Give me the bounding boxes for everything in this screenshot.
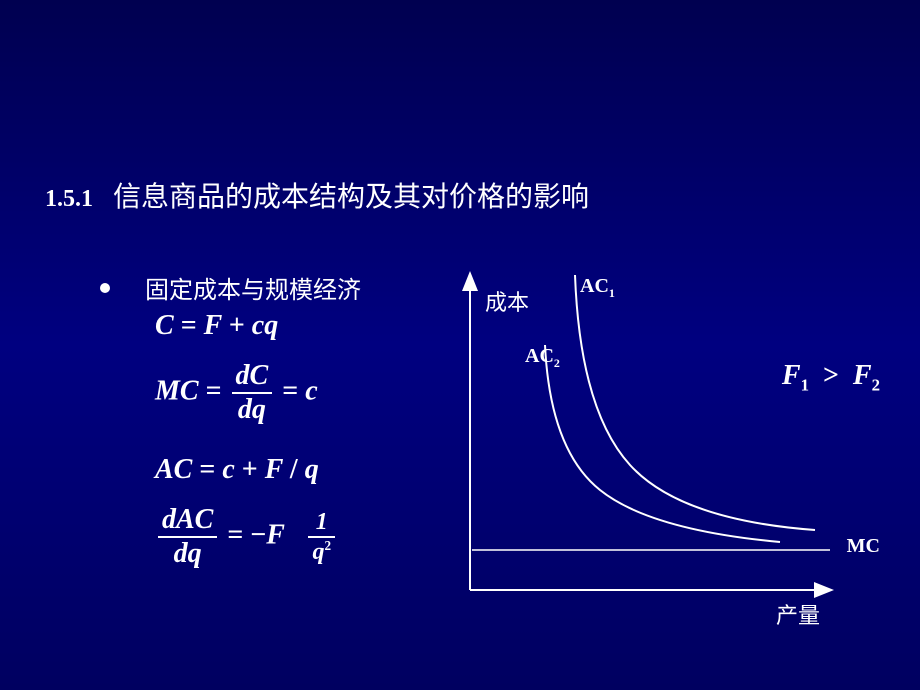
bullet-icon — [100, 283, 110, 293]
inequality-label: F1 > F2 — [782, 360, 880, 396]
slide-header: 1.5.1 信息商品的成本结构及其对价格的影响 — [45, 175, 589, 215]
ac2-curve — [545, 345, 780, 542]
ac1-curve — [575, 275, 815, 530]
mc-label: MC — [847, 535, 880, 558]
cost-chart: 成本 产量 AC1 AC2 MC F1 > F2 — [450, 270, 850, 630]
chart-svg — [450, 270, 850, 610]
ac2-label: AC2 — [525, 345, 560, 371]
section-number: 1.5.1 — [45, 186, 93, 213]
y-axis-label: 成本 — [485, 285, 529, 317]
bullet-text: 固定成本与规模经济 — [145, 270, 361, 305]
ac1-label: AC1 — [580, 275, 615, 301]
eq2-rhs: c — [305, 375, 317, 406]
equation-3: AC = c + F / q — [155, 454, 338, 486]
equations-block: C = F + cq MC = dC dq = c AC = c + F / q… — [155, 310, 338, 588]
x-axis-label: 产量 — [776, 598, 820, 630]
eq4-f: F — [266, 519, 284, 550]
eq2-fraction: dC dq — [232, 360, 273, 426]
eq4-lhs-fraction: dAC dq — [158, 504, 217, 570]
eq2-lhs: MC — [155, 375, 199, 406]
eq4-rhs-fraction: 1 q2 — [308, 509, 335, 566]
section-title: 信息商品的成本结构及其对价格的影响 — [113, 175, 589, 215]
equation-2: MC = dC dq = c — [155, 360, 338, 426]
equation-4: dAC dq = −F 1 q2 — [155, 504, 338, 570]
bullet-row: 固定成本与规模经济 — [100, 270, 361, 305]
equation-1: C = F + cq — [155, 310, 338, 342]
